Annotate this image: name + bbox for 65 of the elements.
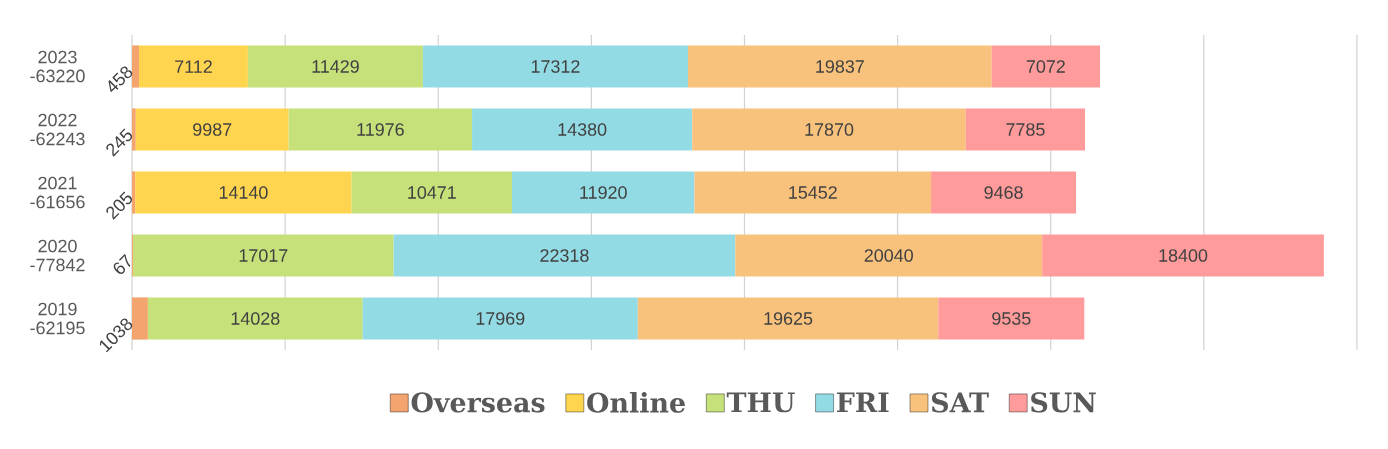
legend-label: SUN xyxy=(1031,392,1096,413)
bar xyxy=(735,234,1043,277)
bar xyxy=(288,108,473,151)
bar xyxy=(135,108,289,151)
y-tick-label: 2021 -61656 xyxy=(30,176,85,209)
bar xyxy=(393,234,736,277)
bar xyxy=(247,45,423,88)
data-label: 9468 xyxy=(984,186,1023,199)
legend-label: SAT xyxy=(931,392,989,413)
data-label: 19625 xyxy=(764,312,813,325)
bar xyxy=(133,234,394,277)
bar xyxy=(991,45,1100,88)
data-label: 14028 xyxy=(231,312,280,325)
bar xyxy=(139,45,248,88)
data-label: 17870 xyxy=(805,123,854,136)
data-label: 7072 xyxy=(1026,60,1065,73)
bar xyxy=(472,108,693,151)
bar xyxy=(135,171,352,214)
bar xyxy=(147,297,363,340)
data-label: 458 xyxy=(108,66,133,93)
bar xyxy=(1042,234,1324,277)
bar xyxy=(362,297,638,340)
legend-label: Online xyxy=(587,391,685,413)
bar xyxy=(931,171,1077,214)
data-label: 245 xyxy=(106,128,133,157)
data-label: 11429 xyxy=(312,60,359,73)
data-label: 17017 xyxy=(239,249,288,262)
data-label: 67 xyxy=(113,254,131,274)
data-label: 7112 xyxy=(175,60,212,73)
y-tick-label: 2020 -77842 xyxy=(30,239,85,272)
bar xyxy=(687,45,992,88)
y-tick-label: 2023 -63220 xyxy=(30,50,85,83)
data-label: 11920 xyxy=(580,186,627,199)
bar xyxy=(965,108,1086,151)
bar xyxy=(511,171,695,214)
data-label: 9535 xyxy=(992,312,1031,325)
bar xyxy=(132,108,136,151)
bar xyxy=(132,171,136,214)
data-label: 19837 xyxy=(816,60,864,73)
data-label: 7785 xyxy=(1006,123,1045,136)
data-label: 20040 xyxy=(864,249,913,262)
legend-label: FRI xyxy=(837,392,889,412)
legend-label: THU xyxy=(726,392,795,413)
data-label: 17969 xyxy=(476,312,525,325)
legend-label: Overseas xyxy=(411,392,545,413)
data-label: 11976 xyxy=(357,123,404,136)
data-label: 14380 xyxy=(558,123,607,136)
data-label: 10471 xyxy=(408,186,456,199)
bar xyxy=(637,297,939,340)
y-tick-label: 2019 -62195 xyxy=(30,302,85,335)
bar xyxy=(422,45,688,88)
y-tick-label: 2022 -62243 xyxy=(30,113,85,146)
data-label: 17312 xyxy=(531,60,580,73)
data-label: 14140 xyxy=(219,186,268,199)
data-label: 15452 xyxy=(789,186,837,199)
data-label: 9987 xyxy=(193,123,232,136)
data-label: 205 xyxy=(106,191,133,220)
bar xyxy=(132,297,148,340)
bar xyxy=(351,171,512,214)
bar xyxy=(692,108,966,151)
bar xyxy=(938,297,1085,340)
bar xyxy=(132,45,140,88)
data-label: 18400 xyxy=(1159,249,1208,262)
data-label: 22318 xyxy=(540,249,589,262)
bar xyxy=(694,171,932,214)
